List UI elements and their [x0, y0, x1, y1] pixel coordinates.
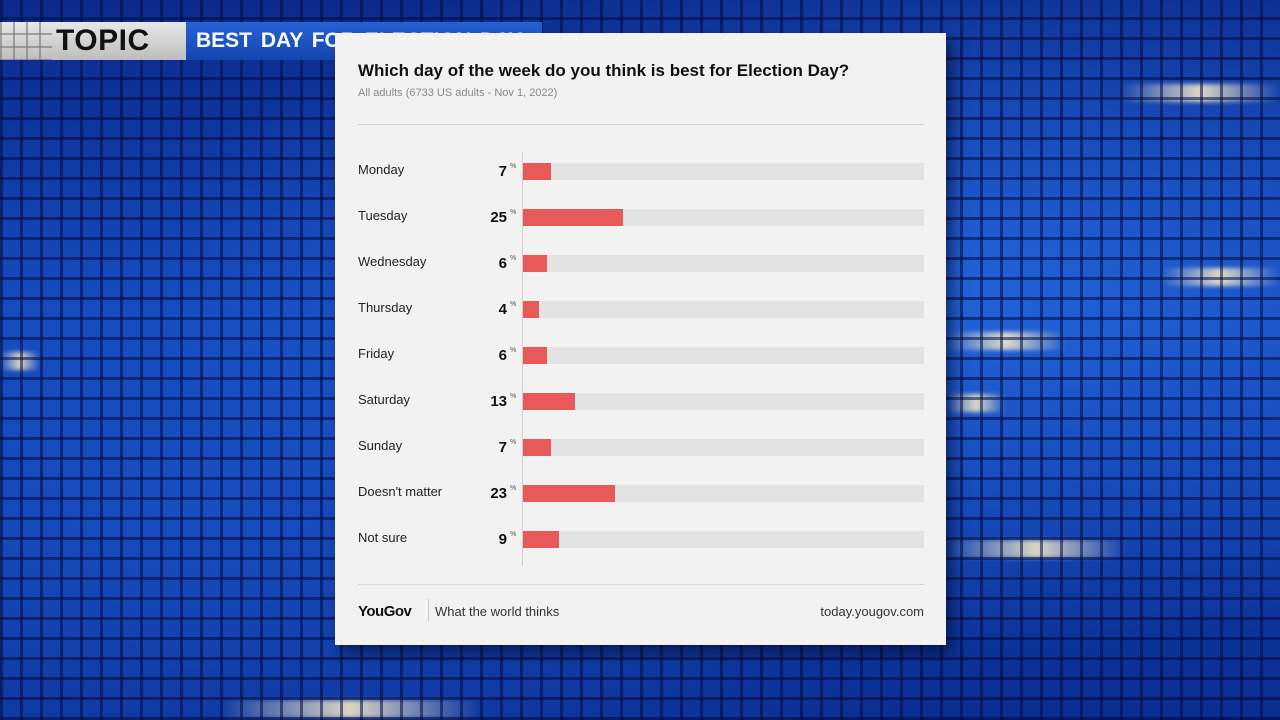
footer-tagline: What the world thinks	[435, 604, 560, 619]
percent-sign: %	[510, 485, 517, 492]
bar-track	[523, 531, 924, 548]
bar-track	[523, 485, 924, 502]
footer-url[interactable]: today.yougov.com	[820, 604, 924, 619]
background-glow	[946, 332, 1066, 350]
category-label: Doesn't matter	[358, 484, 443, 499]
bar-track	[523, 393, 924, 410]
percent-sign: %	[510, 439, 517, 446]
bar-track	[523, 347, 924, 364]
value-label: 7	[498, 439, 507, 456]
chart-title: Which day of the week do you think is be…	[358, 61, 850, 80]
bar	[523, 209, 624, 226]
bar-chart: Monday 7% Tuesday 25% Wednesday 6% Thursday 4% F…	[335, 33, 946, 645]
bar	[523, 485, 616, 502]
percent-sign: %	[510, 531, 517, 538]
bottom-divider	[358, 584, 924, 585]
top-divider	[358, 124, 924, 125]
bar-track	[523, 255, 924, 272]
category-label: Wednesday	[358, 254, 427, 269]
background-glow	[0, 352, 40, 370]
percent-sign: %	[510, 255, 517, 262]
value-label: 6	[498, 347, 507, 364]
value-label: 6	[498, 255, 507, 272]
percent-sign: %	[510, 301, 517, 308]
bar	[523, 393, 576, 410]
bar	[523, 347, 548, 364]
background-glow	[220, 700, 480, 718]
background-glow	[946, 540, 1126, 558]
background-glow	[946, 394, 1006, 412]
percent-sign: %	[510, 163, 517, 170]
value-label: 9	[498, 531, 507, 548]
chart-card: Which day of the week do you think is be…	[335, 33, 946, 645]
bar	[523, 163, 552, 180]
value-label: 13	[490, 393, 507, 410]
value-label: 4	[498, 301, 507, 318]
category-label: Saturday	[358, 392, 411, 407]
bar-track	[523, 439, 924, 456]
category-label: Sunday	[358, 438, 403, 453]
topic-badge: TOPIC	[0, 22, 186, 60]
category-label: Friday	[358, 346, 395, 361]
bar-track	[523, 301, 924, 318]
axis-line	[522, 152, 523, 566]
value-label: 23	[490, 485, 507, 502]
bar	[523, 255, 548, 272]
topic-badge-pattern	[0, 22, 52, 60]
background-glow	[1160, 268, 1280, 286]
percent-sign: %	[510, 209, 517, 216]
value-label: 25	[490, 209, 507, 226]
bar	[523, 301, 540, 318]
bar	[523, 439, 552, 456]
percent-sign: %	[510, 347, 517, 354]
background-glow	[1120, 84, 1280, 102]
bar-track	[523, 163, 924, 180]
bar-track	[523, 209, 924, 226]
chart-subtitle: All adults (6733 US adults - Nov 1, 2022…	[358, 87, 558, 99]
topic-label: TOPIC	[56, 24, 150, 57]
category-label: Thursday	[358, 300, 413, 315]
value-label: 7	[498, 163, 507, 180]
category-label: Tuesday	[358, 208, 408, 223]
yougov-logo: YouGov	[358, 603, 412, 620]
footer-divider	[428, 599, 429, 621]
bar	[523, 531, 560, 548]
category-label: Monday	[358, 162, 405, 177]
percent-sign: %	[510, 393, 517, 400]
category-label: Not sure	[358, 530, 408, 545]
